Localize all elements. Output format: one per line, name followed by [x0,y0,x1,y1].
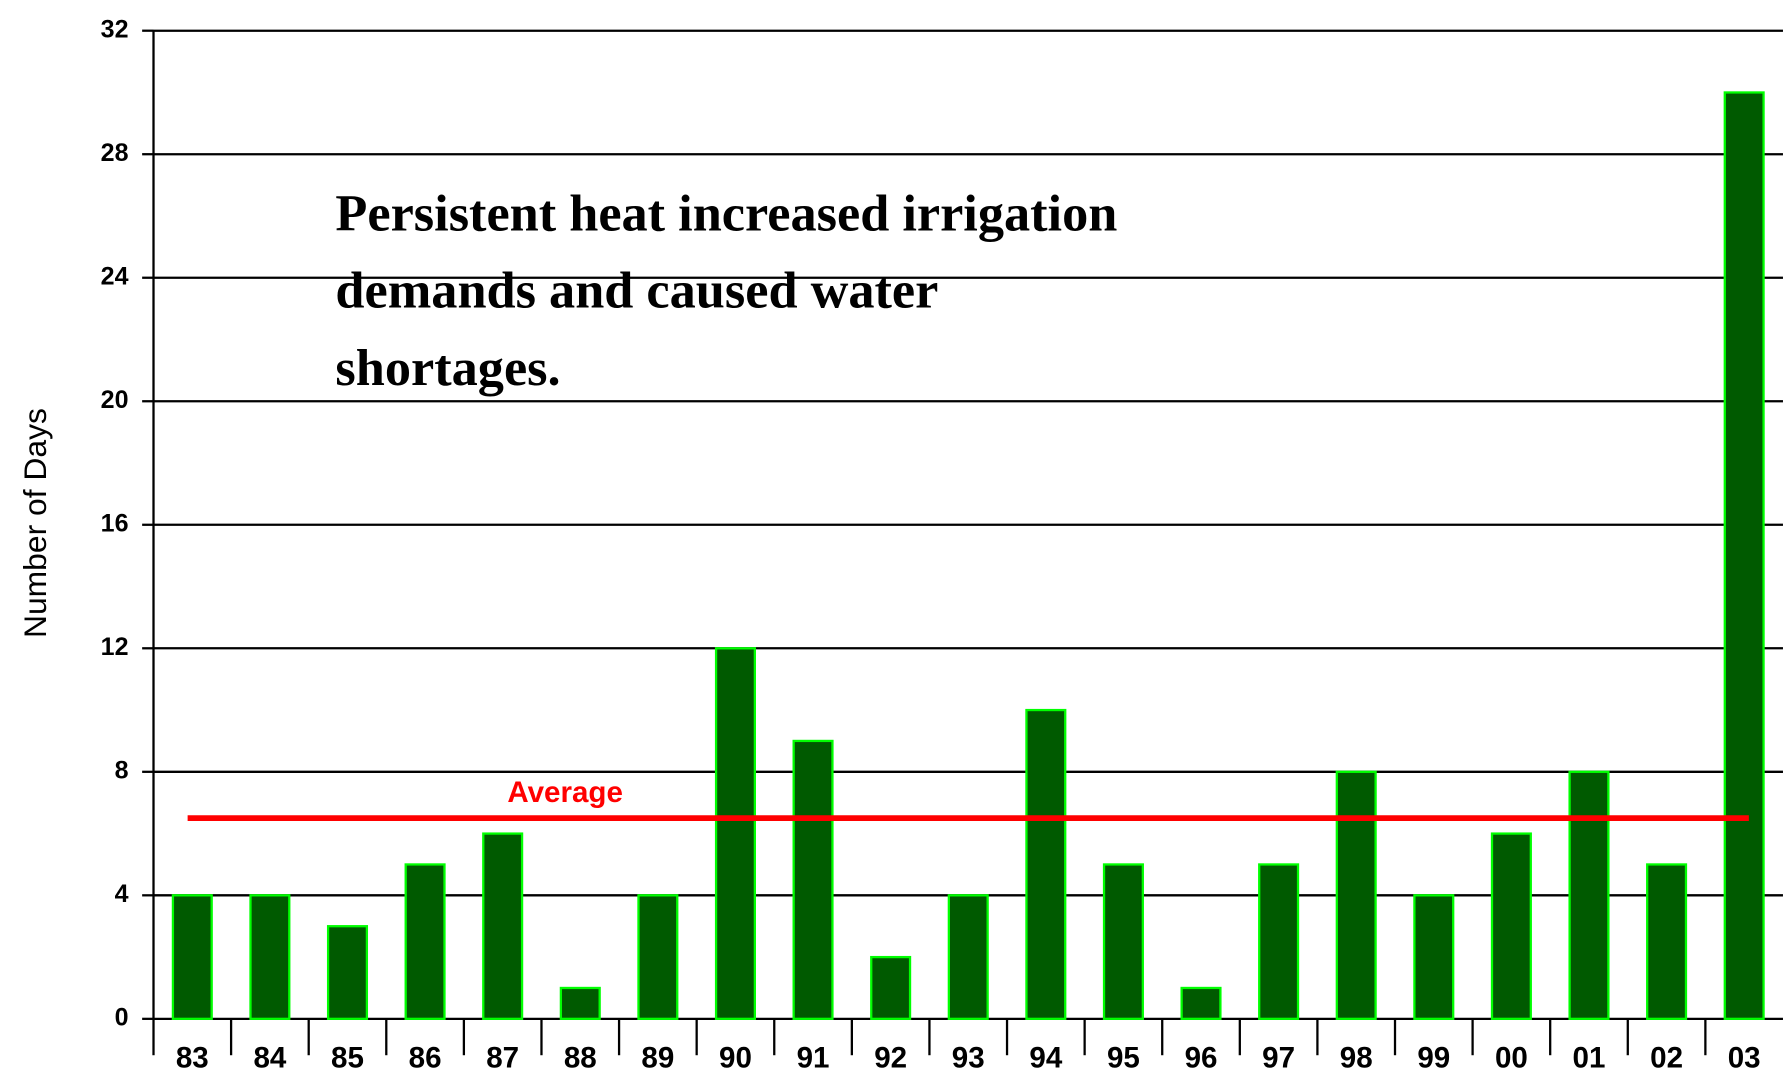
annotation: Persistent heat increased irrigation [335,184,1117,242]
bar [1490,832,1532,1020]
bar [1568,770,1610,1020]
y-tick-label: 4 [115,880,129,908]
x-tick-label: 94 [1029,1042,1062,1075]
x-tick-label: 86 [409,1042,442,1075]
bar [1723,91,1765,1020]
plot: Number of Days 0 4 8 12 16 20 24 28 32 Persistent… [17,15,1783,1075]
bar [947,894,989,1020]
x-tick-label: 92 [874,1042,907,1075]
y-tick-label: 20 [101,386,129,414]
x-tick-label: 95 [1107,1042,1140,1075]
x-tick-label: 85 [331,1042,364,1075]
bar [1102,863,1144,1020]
x-tick-label: 03 [1728,1042,1761,1075]
average-label: Average [507,776,623,809]
x-tick-label: 89 [641,1042,674,1075]
x-tick-label: 87 [486,1042,519,1075]
x-tick-label: 99 [1417,1042,1450,1075]
x-tick-label: 01 [1573,1042,1606,1075]
bar [1335,770,1377,1020]
bar [870,955,912,1020]
x-tick-label: 91 [797,1042,830,1075]
bar [1258,863,1300,1020]
x-tick-label: 02 [1650,1042,1683,1075]
x-tick-label: 93 [952,1042,985,1075]
y-tick-label: 16 [101,509,129,537]
bar [482,832,524,1020]
bar [637,894,679,1020]
annotation: shortages. [335,339,560,397]
annotation: demands and caused water [335,262,938,320]
bar [404,863,446,1020]
x-tick-label: 96 [1185,1042,1218,1075]
bar [714,647,756,1020]
bar [171,894,213,1020]
y-tick-label: 12 [101,633,129,661]
x-tick-label: 83 [176,1042,209,1075]
x-tick-label: 00 [1495,1042,1528,1075]
x-tick-label: 97 [1262,1042,1295,1075]
x-tick-label: 88 [564,1042,597,1075]
x-tick-label: 84 [253,1042,286,1075]
bar [249,894,291,1020]
bar [559,986,601,1020]
bar [792,739,834,1020]
bar [1413,894,1455,1020]
bar [1025,708,1067,1020]
x-tick-label: 90 [719,1042,752,1075]
y-tick-label: 32 [101,15,129,43]
x-tick-label: 98 [1340,1042,1373,1075]
y-tick-label: 28 [101,139,129,167]
y-tick-label: 24 [101,262,129,290]
y-tick-label: 0 [115,1003,129,1031]
bar [1646,863,1688,1020]
y-axis-label: Number of Days [17,408,53,638]
bar [326,925,369,1020]
y-tick-label: 8 [115,756,129,784]
bar [1180,986,1222,1020]
